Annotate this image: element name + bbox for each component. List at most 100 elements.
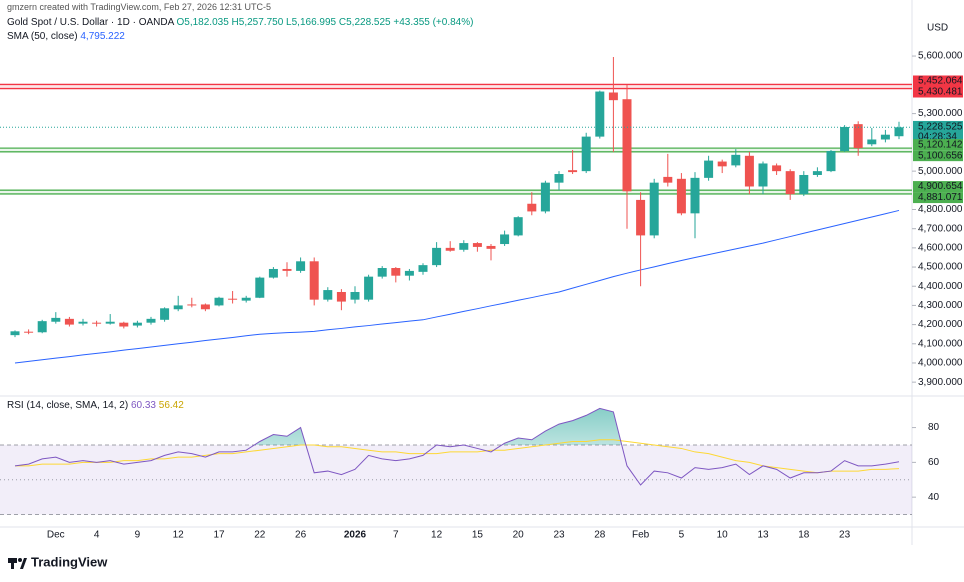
x-tick-label: 12 xyxy=(173,530,185,541)
candle-body xyxy=(105,321,115,324)
price-label: 5,100.656 xyxy=(918,150,963,161)
y-tick-label: 3,900.000 xyxy=(918,377,963,388)
candle-body xyxy=(690,177,700,214)
candle-body xyxy=(540,182,550,212)
x-tick-label: 15 xyxy=(472,530,484,541)
x-tick-label: 5 xyxy=(679,530,685,541)
candle-body xyxy=(459,243,469,250)
y-tick-label: 5,300.000 xyxy=(918,108,963,119)
candle-body xyxy=(377,268,387,277)
candle-body xyxy=(132,322,142,326)
x-tick-label: 18 xyxy=(798,530,810,541)
price-label: 5,120.142 xyxy=(918,139,963,150)
candle-body xyxy=(51,317,61,322)
candle-body xyxy=(241,297,251,301)
candle-body xyxy=(595,91,605,137)
candle-body xyxy=(309,261,319,300)
x-tick-label: 23 xyxy=(839,530,851,541)
y-tick-label: 80 xyxy=(928,422,940,433)
x-tick-label: Feb xyxy=(632,530,650,541)
candle-body xyxy=(173,305,183,310)
currency-label: USD xyxy=(927,23,948,34)
candle-body xyxy=(10,331,20,336)
candle-body xyxy=(840,127,850,152)
symbol-title: Gold Spot / U.S. Dollar · 1D · OANDA xyxy=(7,17,174,28)
price-label-box xyxy=(913,75,963,87)
y-tick-label: 4,800.000 xyxy=(918,204,963,215)
candle-body xyxy=(894,127,904,137)
legend-sma: SMA (50, close) 4,795.222 xyxy=(7,31,125,42)
candle-body xyxy=(24,331,34,333)
candle-body xyxy=(785,171,795,195)
y-tick-label: 5,000.000 xyxy=(918,166,963,177)
price-label-box xyxy=(913,192,963,204)
candle-body xyxy=(78,321,88,324)
rsi-ma-value: 56.42 xyxy=(158,400,184,411)
rsi-title: RSI (14, close, SMA, 14, 2) xyxy=(7,400,129,411)
zone-fill xyxy=(0,84,912,89)
x-tick-label: 17 xyxy=(213,530,225,541)
candle-body xyxy=(513,217,523,236)
attribution: gmzern created with TradingView.com, Feb… xyxy=(7,2,271,12)
sma-name: SMA (50, close) xyxy=(7,31,78,42)
x-tick-label: Dec xyxy=(47,530,65,541)
candle-body xyxy=(268,268,278,278)
price-label: 5,452.064 xyxy=(918,76,963,87)
candle-body xyxy=(649,182,659,236)
candle-body xyxy=(323,290,333,300)
x-tick-label: 10 xyxy=(717,530,729,541)
candle-body xyxy=(92,322,102,324)
candle-body xyxy=(255,277,265,298)
price-label-box xyxy=(913,139,963,151)
rsi-line xyxy=(14,407,900,486)
ohlc-open: O5,182.035 xyxy=(176,17,229,28)
y-tick-label: 40 xyxy=(928,492,940,503)
candle-body xyxy=(744,155,754,187)
candle-body xyxy=(296,261,306,271)
candle-body xyxy=(717,161,727,167)
x-tick-label: 12 xyxy=(431,530,443,541)
candle-body xyxy=(663,176,673,183)
sma-value: 4,795.222 xyxy=(80,31,125,42)
x-tick-label: 4 xyxy=(94,530,100,541)
candle-body xyxy=(200,304,210,310)
candle-body xyxy=(418,265,428,272)
candle-body xyxy=(486,245,496,249)
ohlc-low: L5,166.995 xyxy=(286,17,337,28)
price-label-box xyxy=(913,150,963,162)
y-tick-label: 4,000.000 xyxy=(918,358,963,369)
candle-body xyxy=(64,318,74,325)
legend-main: Gold Spot / U.S. Dollar · 1D · OANDA O5,… xyxy=(7,17,473,28)
x-tick-label: 9 xyxy=(135,530,141,541)
price-label: 4,881.071 xyxy=(918,192,963,203)
x-tick-label: 13 xyxy=(757,530,769,541)
y-tick-label: 4,500.000 xyxy=(918,262,963,273)
candle-body xyxy=(812,171,822,175)
rsi-ma-line xyxy=(15,439,900,474)
rsi-value: 60.33 xyxy=(130,400,156,411)
candle-body xyxy=(527,203,537,212)
price-label-box xyxy=(913,120,963,143)
candle-body xyxy=(282,268,292,271)
y-tick-label: 4,600.000 xyxy=(918,243,963,254)
candle-body xyxy=(622,99,632,192)
y-tick-label: 60 xyxy=(928,457,940,468)
candle-body xyxy=(799,174,809,195)
candle-body xyxy=(568,170,578,173)
candle-body xyxy=(636,199,646,236)
candle-body xyxy=(432,247,442,266)
candle-body xyxy=(758,163,768,187)
zone-fill xyxy=(0,148,912,152)
x-tick-label: 2026 xyxy=(344,530,367,541)
candle-body xyxy=(826,151,836,172)
x-tick-label: 7 xyxy=(393,530,399,541)
candle-body xyxy=(214,297,224,306)
y-tick-label: 4,300.000 xyxy=(918,300,963,311)
candle-body xyxy=(364,276,374,300)
brand-logo: TradingView xyxy=(8,554,108,569)
x-tick-label: 20 xyxy=(513,530,525,541)
x-tick-label: 26 xyxy=(295,530,307,541)
candle-body xyxy=(187,304,197,306)
